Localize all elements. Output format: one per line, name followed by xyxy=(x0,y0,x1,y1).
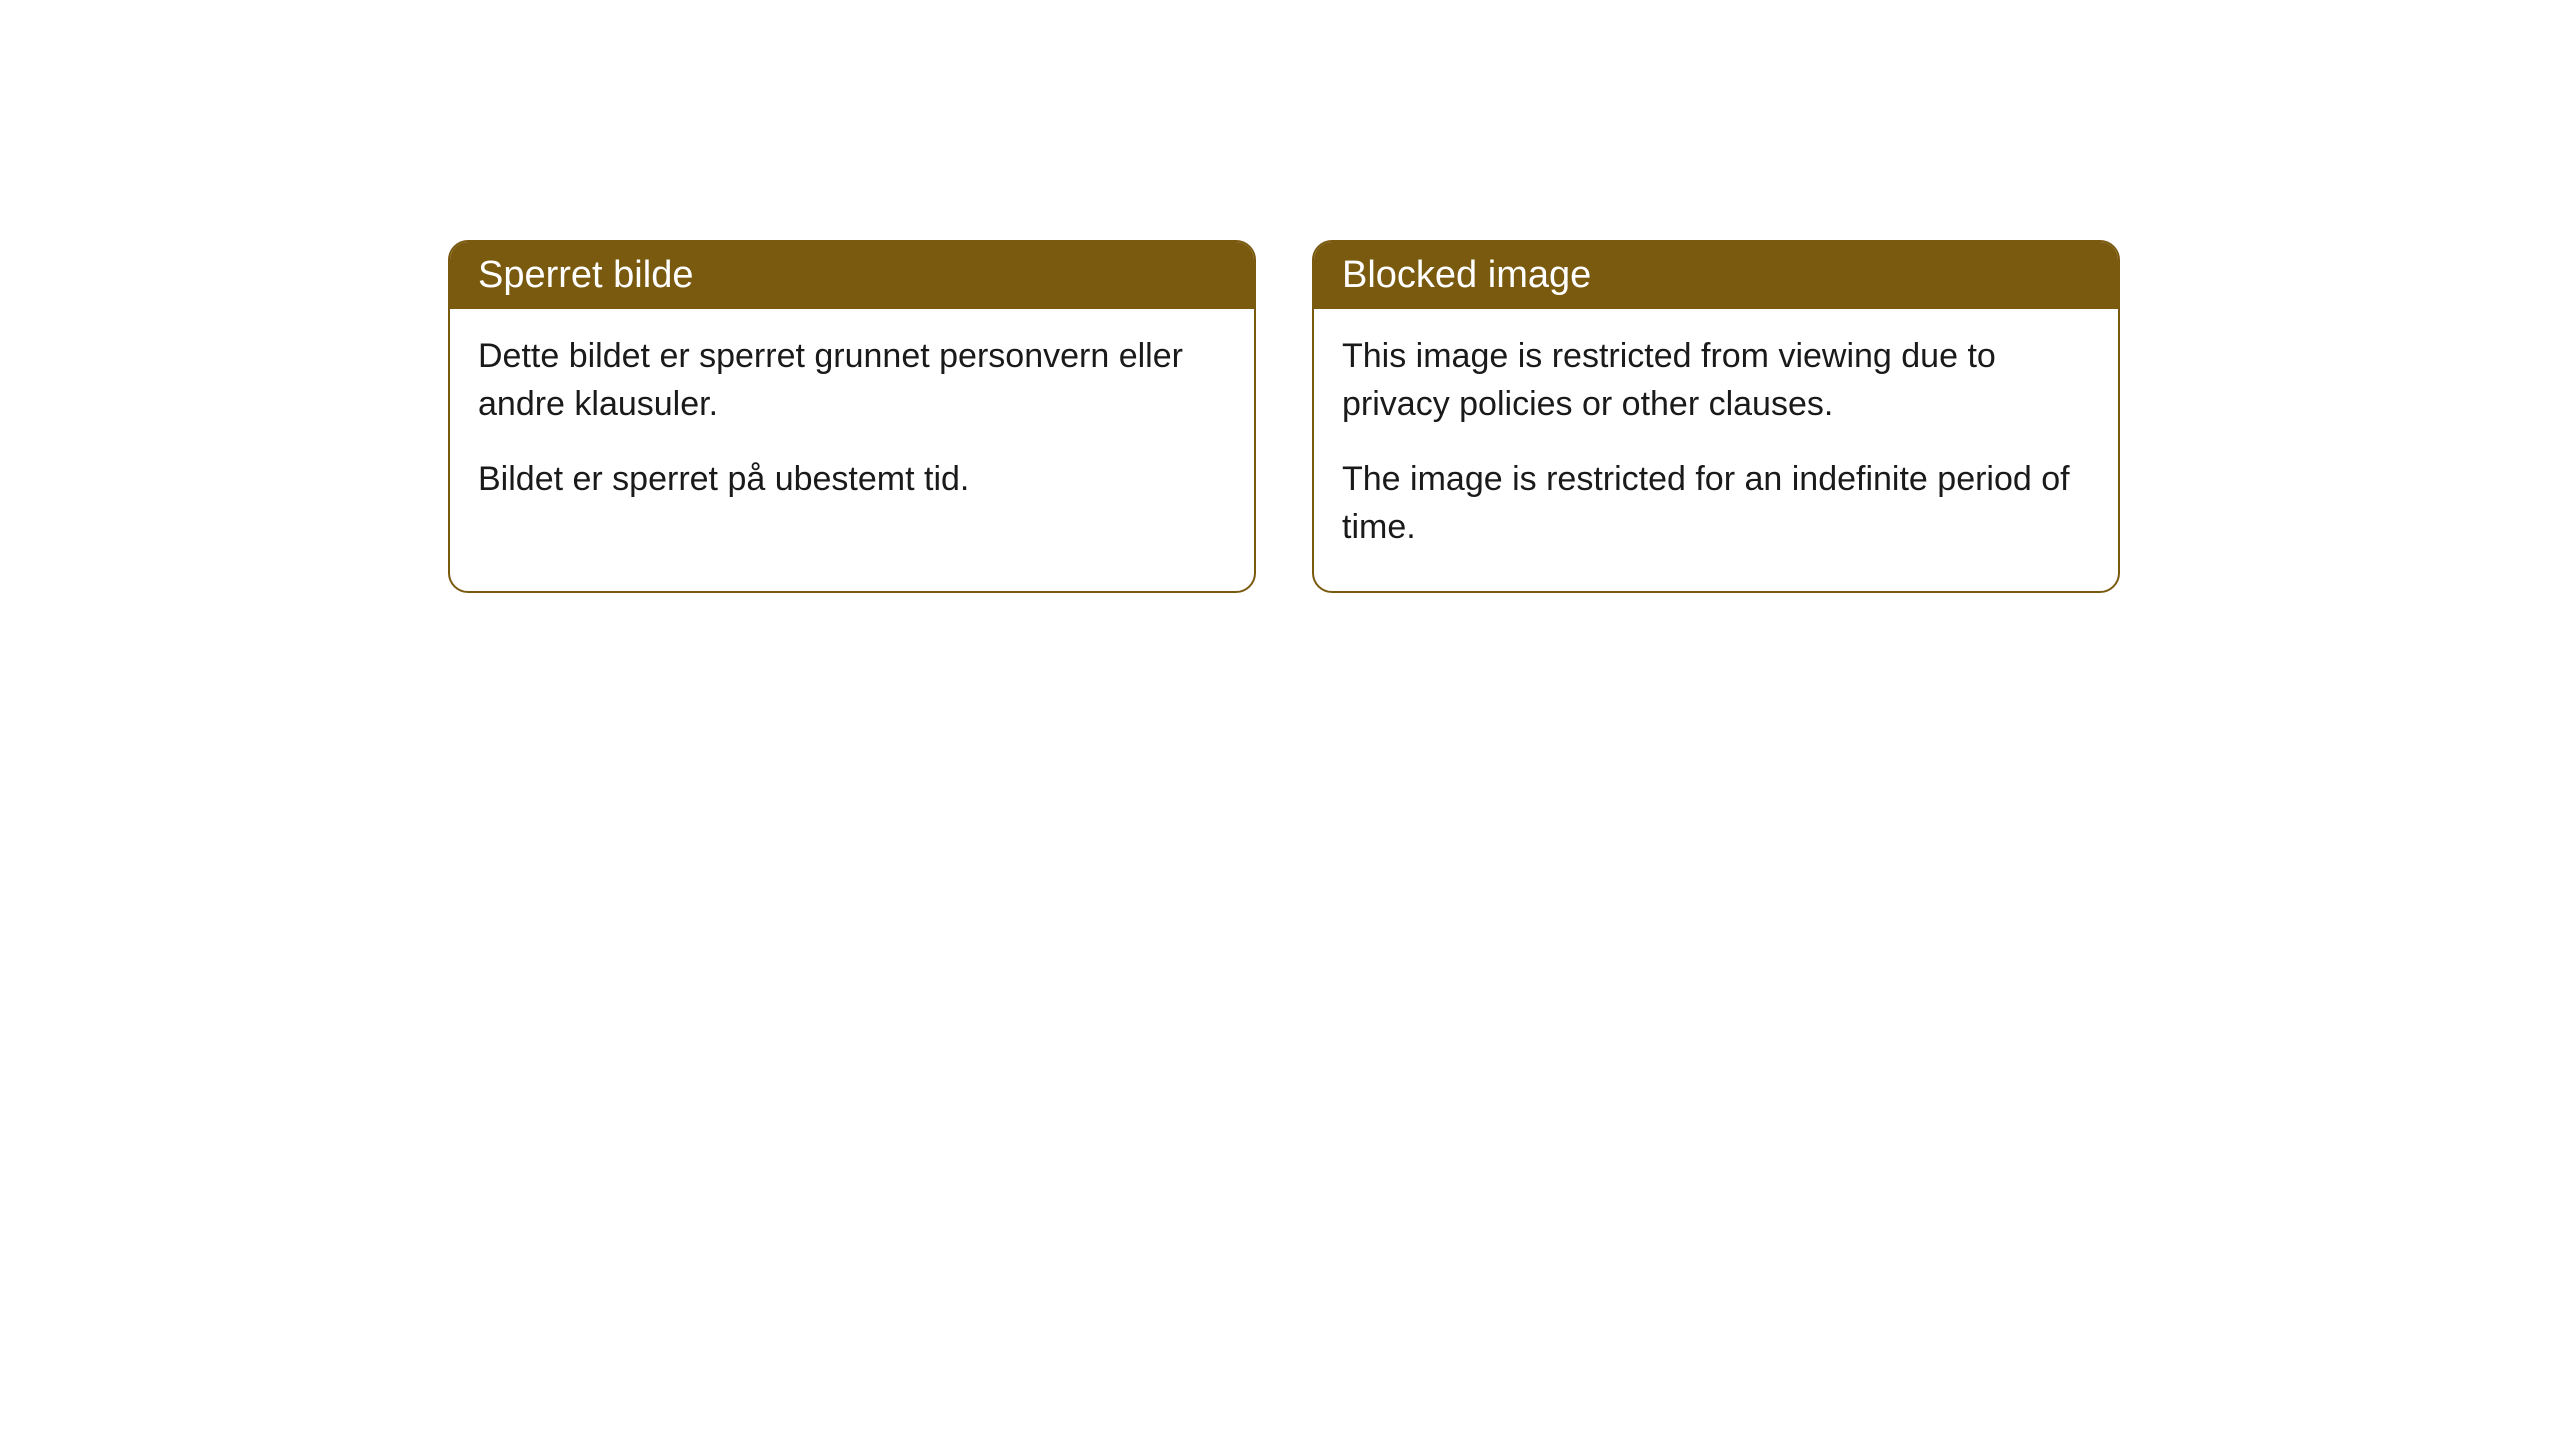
notice-card-norwegian: Sperret bilde Dette bildet er sperret gr… xyxy=(448,240,1256,593)
card-paragraph: Bildet er sperret på ubestemt tid. xyxy=(478,456,1226,504)
card-title: Blocked image xyxy=(1342,254,1591,296)
card-title: Sperret bilde xyxy=(478,254,693,296)
card-body: Dette bildet er sperret grunnet personve… xyxy=(450,309,1254,544)
card-header: Sperret bilde xyxy=(450,242,1254,309)
card-paragraph: This image is restricted from viewing du… xyxy=(1342,333,2090,428)
notice-cards-container: Sperret bilde Dette bildet er sperret gr… xyxy=(448,240,2560,593)
card-paragraph: Dette bildet er sperret grunnet personve… xyxy=(478,333,1226,428)
card-body: This image is restricted from viewing du… xyxy=(1314,309,2118,591)
card-header: Blocked image xyxy=(1314,242,2118,309)
notice-card-english: Blocked image This image is restricted f… xyxy=(1312,240,2120,593)
card-paragraph: The image is restricted for an indefinit… xyxy=(1342,456,2090,551)
